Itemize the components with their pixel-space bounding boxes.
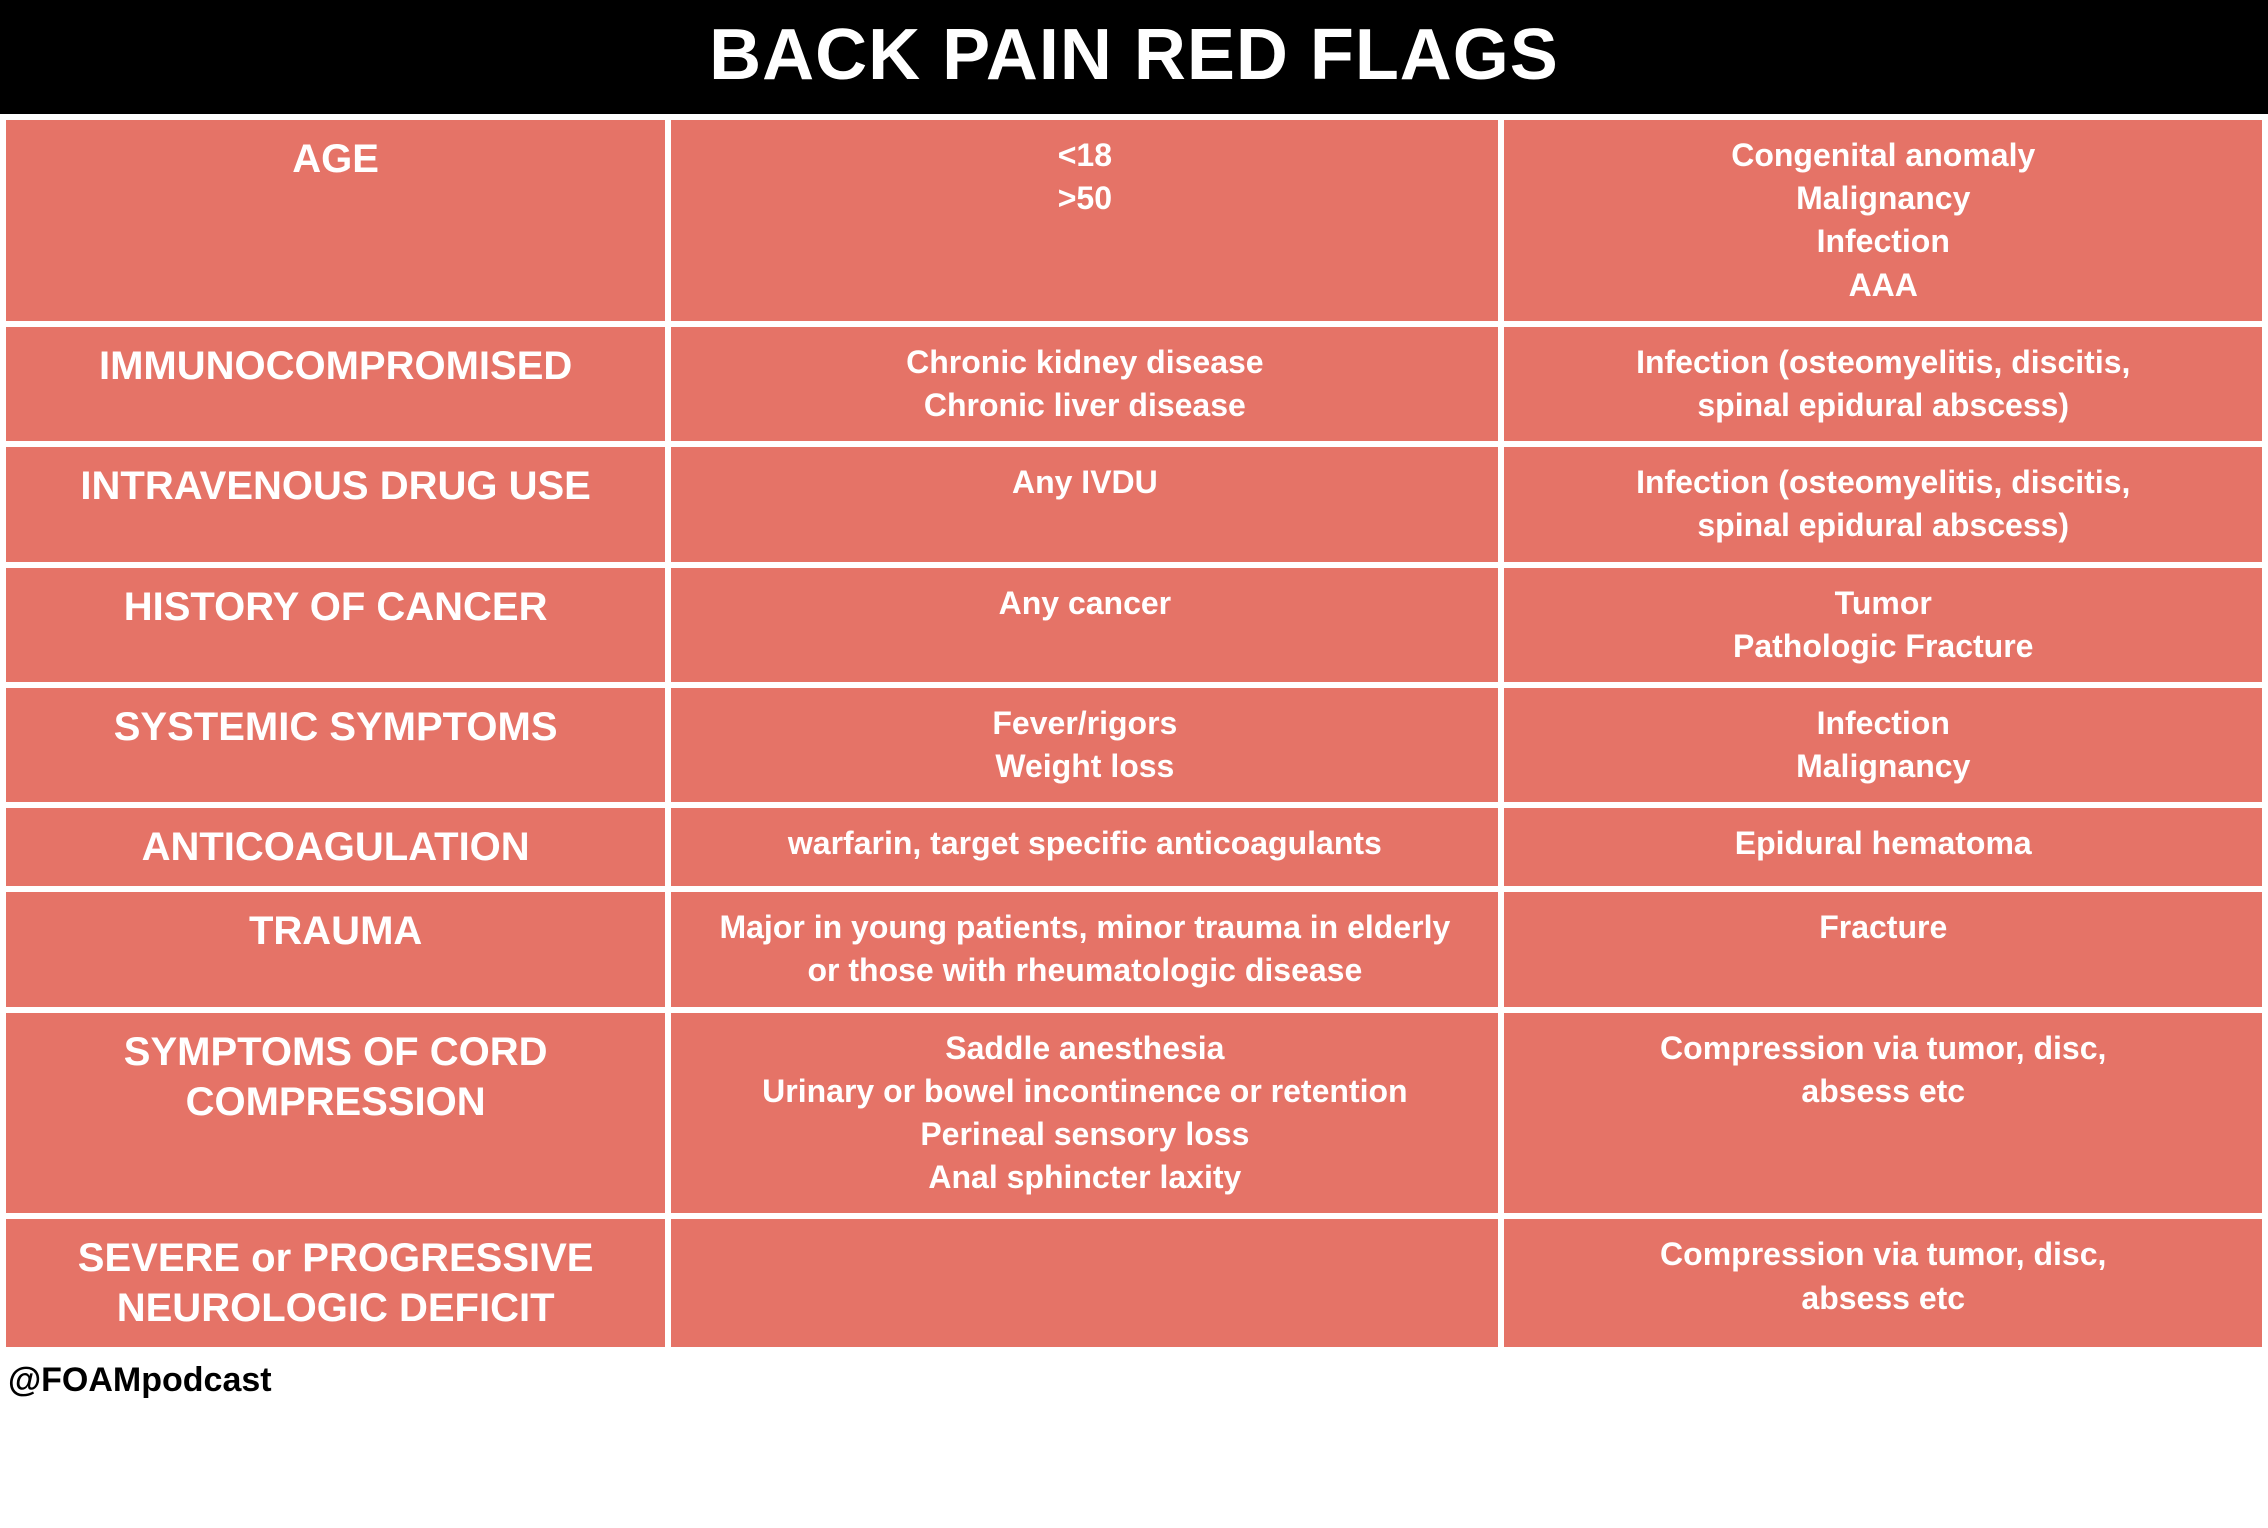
detail-line: Fever/rigors <box>691 702 1478 745</box>
row-dx: Fracture <box>1504 892 2262 1006</box>
table-row: SEVERE or PROGRESSIVE NEUROLOGIC DEFICIT… <box>6 1219 2262 1347</box>
dx-line: Malignancy <box>1524 745 2242 788</box>
detail-line: Major in young patients, minor trauma in… <box>691 906 1478 949</box>
dx-line: Infection <box>1524 220 2242 263</box>
detail-line: Any IVDU <box>691 461 1478 504</box>
dx-line: AAA <box>1524 264 2242 307</box>
detail-line: Chronic liver disease <box>691 384 1478 427</box>
row-label: AGE <box>6 120 665 321</box>
dx-line: Pathologic Fracture <box>1524 625 2242 668</box>
detail-line: Any cancer <box>691 582 1478 625</box>
title-bar: BACK PAIN RED FLAGS <box>0 0 2268 114</box>
row-label: TRAUMA <box>6 892 665 1006</box>
row-dx: InfectionMalignancy <box>1504 688 2262 802</box>
row-label: HISTORY OF CANCER <box>6 568 665 682</box>
table-row: IMMUNOCOMPROMISEDChronic kidney diseaseC… <box>6 327 2262 441</box>
table-row: ANTICOAGULATION warfarin, target specific… <box>6 808 2262 886</box>
dx-line: Fracture <box>1524 906 2242 949</box>
row-dx: Compression via tumor, disc,absess etc <box>1504 1219 2262 1347</box>
dx-line: Epidural hematoma <box>1524 822 2242 865</box>
dx-line: Infection (osteomyelitis, discitis, <box>1524 461 2242 504</box>
table-row: SYMPTOMS OF CORD COMPRESSIONSaddle anest… <box>6 1013 2262 1214</box>
table-row: HISTORY OF CANCER Any cancer TumorPatholog… <box>6 568 2262 682</box>
table-row: TRAUMA Major in young patients, minor tra… <box>6 892 2262 1006</box>
dx-line: absess etc <box>1524 1070 2242 1113</box>
table-row: INTRAVENOUS DRUG USE Any IVDU Infection (o… <box>6 447 2262 561</box>
detail-line: Chronic kidney disease <box>691 341 1478 384</box>
row-detail: Any cancer <box>671 568 1498 682</box>
detail-line: >50 <box>691 177 1478 220</box>
row-dx: Infection (osteomyelitis, discitis,spina… <box>1504 447 2262 561</box>
detail-line: Perineal sensory loss <box>691 1113 1478 1156</box>
detail-line: or those with rheumatologic disease <box>691 949 1478 992</box>
row-dx: Infection (osteomyelitis, discitis,spina… <box>1504 327 2262 441</box>
dx-line: absess etc <box>1524 1277 2242 1320</box>
row-detail: warfarin, target specific anticoagulants <box>671 808 1498 886</box>
table-row: AGE<18>50Congenital anomalyMalignancyInf… <box>6 120 2262 321</box>
row-dx: Congenital anomalyMalignancyInfectionAAA <box>1504 120 2262 321</box>
dx-line: Malignancy <box>1524 177 2242 220</box>
page-title: BACK PAIN RED FLAGS <box>0 14 2268 96</box>
row-label: SEVERE or PROGRESSIVE NEUROLOGIC DEFICIT <box>6 1219 665 1347</box>
dx-line: Infection (osteomyelitis, discitis, <box>1524 341 2242 384</box>
row-label: SYSTEMIC SYMPTOMS <box>6 688 665 802</box>
row-detail: Chronic kidney diseaseChronic liver dise… <box>671 327 1498 441</box>
row-label: IMMUNOCOMPROMISED <box>6 327 665 441</box>
table-row: SYSTEMIC SYMPTOMSFever/rigorsWeight loss… <box>6 688 2262 802</box>
dx-line: Compression via tumor, disc, <box>1524 1027 2242 1070</box>
detail-line: Saddle anesthesia <box>691 1027 1478 1070</box>
row-detail <box>671 1219 1498 1347</box>
attribution: @FOAMpodcast <box>0 1353 2268 1414</box>
row-detail: Saddle anesthesiaUrinary or bowel incont… <box>671 1013 1498 1214</box>
detail-line: Weight loss <box>691 745 1478 788</box>
row-label: SYMPTOMS OF CORD COMPRESSION <box>6 1013 665 1214</box>
dx-line: spinal epidural abscess) <box>1524 384 2242 427</box>
detail-line: Anal sphincter laxity <box>691 1156 1478 1199</box>
row-detail: Any IVDU <box>671 447 1498 561</box>
dx-line: Tumor <box>1524 582 2242 625</box>
row-dx: Compression via tumor, disc,absess etc <box>1504 1013 2262 1214</box>
row-label: ANTICOAGULATION <box>6 808 665 886</box>
row-dx: TumorPathologic Fracture <box>1504 568 2262 682</box>
dx-line: spinal epidural abscess) <box>1524 504 2242 547</box>
red-flags-table: AGE<18>50Congenital anomalyMalignancyInf… <box>0 114 2268 1353</box>
dx-line: Congenital anomaly <box>1524 134 2242 177</box>
row-dx: Epidural hematoma <box>1504 808 2262 886</box>
row-detail: Fever/rigorsWeight loss <box>671 688 1498 802</box>
detail-line: <18 <box>691 134 1478 177</box>
row-detail: <18>50 <box>671 120 1498 321</box>
dx-line: Infection <box>1524 702 2242 745</box>
detail-line: warfarin, target specific anticoagulants <box>691 822 1478 865</box>
detail-line: Urinary or bowel incontinence or retenti… <box>691 1070 1478 1113</box>
row-label: INTRAVENOUS DRUG USE <box>6 447 665 561</box>
row-detail: Major in young patients, minor trauma in… <box>671 892 1498 1006</box>
dx-line: Compression via tumor, disc, <box>1524 1233 2242 1276</box>
